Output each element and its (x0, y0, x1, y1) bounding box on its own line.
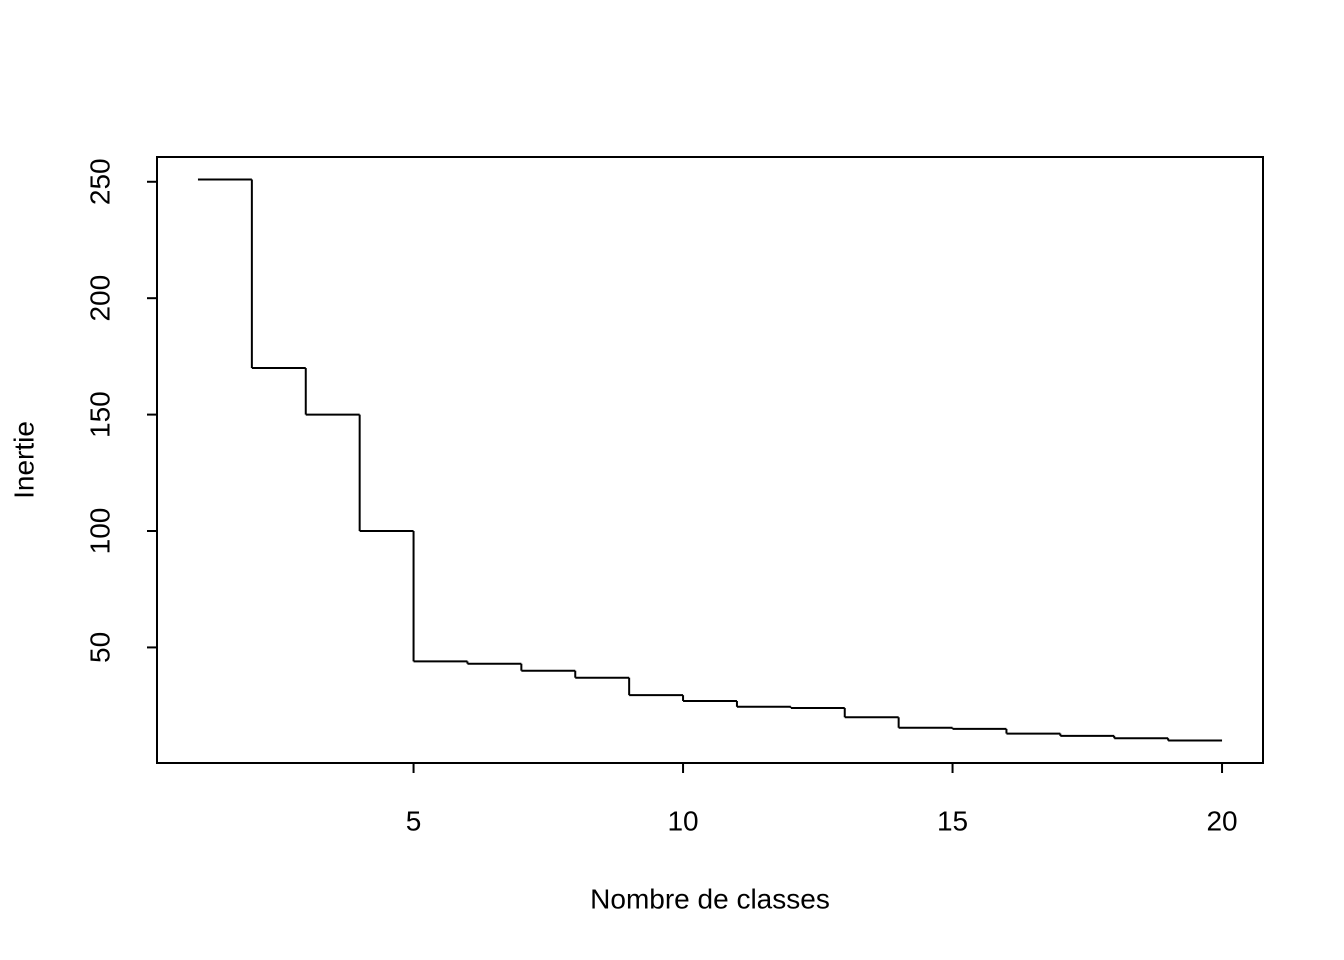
x-tick-label: 15 (937, 805, 968, 836)
y-tick-label: 150 (84, 391, 115, 438)
x-axis-label: Nombre de classes (590, 883, 830, 914)
y-tick-label: 200 (84, 275, 115, 322)
x-tick-label: 20 (1206, 805, 1237, 836)
x-tick-label: 10 (667, 805, 698, 836)
y-tick-label: 50 (84, 632, 115, 663)
plot-box (156, 156, 1264, 764)
y-tick-label: 100 (84, 508, 115, 555)
y-tick-label: 250 (84, 158, 115, 205)
x-tick-label: 5 (406, 805, 422, 836)
y-axis-label: Inertie (8, 421, 39, 499)
